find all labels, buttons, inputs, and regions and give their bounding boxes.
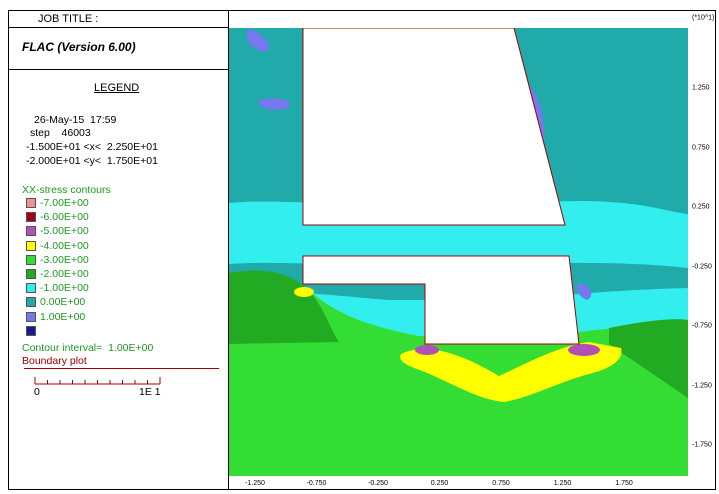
upper-excavation-boundary — [302, 28, 566, 226]
contour-swatch — [26, 198, 36, 208]
y-axis-multiplier: (*10^1) — [692, 14, 715, 22]
stress-contour-plot — [229, 28, 688, 476]
contour-level-label: 1.00E+00 — [40, 310, 86, 323]
lower-excavation-boundary — [302, 255, 580, 345]
header-box — [8, 28, 228, 70]
contour-swatch — [26, 212, 36, 223]
plot-frame — [8, 10, 716, 490]
x-tick-label: -0.250 — [368, 480, 388, 487]
x-tick-label: 1.750 — [615, 480, 633, 487]
contour-swatch — [26, 311, 36, 322]
x-tick-label: -1.250 — [245, 480, 265, 487]
contour-band-minus2-left — [229, 270, 339, 344]
contour-band-plus1-d — [577, 282, 592, 300]
legend-date: 26-May-15 17:59 — [34, 114, 117, 126]
job-title: JOB TITLE : — [8, 10, 228, 28]
contour-level-label: -7.00E+00 — [40, 197, 89, 209]
legend-x-range: -1.500E+01 <x< 2.250E+01 — [26, 141, 158, 153]
x-tick-label: 1.250 — [553, 480, 572, 487]
scale-right-label: 1E 1 — [139, 386, 161, 398]
contour-swatch — [26, 325, 36, 336]
contour-level-label: -2.00E+00 — [40, 268, 89, 280]
x-tick-label: -0.750 — [306, 480, 327, 487]
y-tick-label: 0.250 — [692, 203, 710, 211]
contour-level-label: -6.00E+00 — [40, 211, 89, 224]
scale-bar — [34, 377, 161, 385]
contour-band-minus2-right — [609, 319, 688, 398]
x-tick-label: 0.250 — [430, 480, 449, 487]
contour-swatch — [26, 240, 36, 251]
legend-step: step 46003 — [30, 127, 91, 139]
contour-level-label: -1.00E+00 — [40, 282, 89, 295]
contour-yellow-spot — [294, 287, 314, 297]
legend-y-range: -2.000E+01 <y< 1.750E+01 — [26, 155, 158, 167]
y-tick-label: 1.250 — [692, 84, 710, 92]
contour-swatch — [26, 283, 36, 294]
contour-band-minus5-left — [415, 345, 439, 355]
contour-swatch — [26, 269, 36, 279]
contour-level-label: -4.00E+00 — [40, 239, 89, 252]
legend-title: LEGEND — [94, 82, 140, 94]
contour-band-plus1-a — [246, 28, 269, 52]
y-tick-label: -0.250 — [692, 263, 712, 270]
app-name: FLAC (Version 6.00) — [22, 40, 136, 54]
contours-title: XX-stress contours — [22, 184, 111, 196]
contour-level-label: 0.00E+00 — [40, 296, 86, 309]
x-tick-label: 0.750 — [492, 480, 510, 487]
y-tick-label: -1.750 — [692, 441, 712, 449]
contour-band-plus1-b — [259, 98, 290, 110]
contour-band-minus4 — [400, 342, 622, 402]
contour-level-label: -5.00E+00 — [40, 225, 89, 238]
contour-level-label: -3.00E+00 — [40, 253, 89, 266]
contour-band-minus5-right — [568, 344, 600, 356]
y-tick-label: -0.750 — [692, 322, 712, 330]
scale-left-label: 0 — [34, 386, 40, 398]
y-tick-label: 0.750 — [692, 144, 710, 151]
contour-swatch — [26, 226, 36, 237]
boundary-plot-label: Boundary plot — [22, 355, 87, 367]
contour-swatch — [26, 254, 36, 265]
y-tick-label: -1.250 — [692, 382, 712, 389]
contour-swatch — [26, 297, 36, 308]
contour-interval: Contour interval= 1.00E+00 — [22, 342, 154, 354]
boundary-plot-line — [24, 368, 219, 369]
panel-divider — [228, 10, 229, 490]
